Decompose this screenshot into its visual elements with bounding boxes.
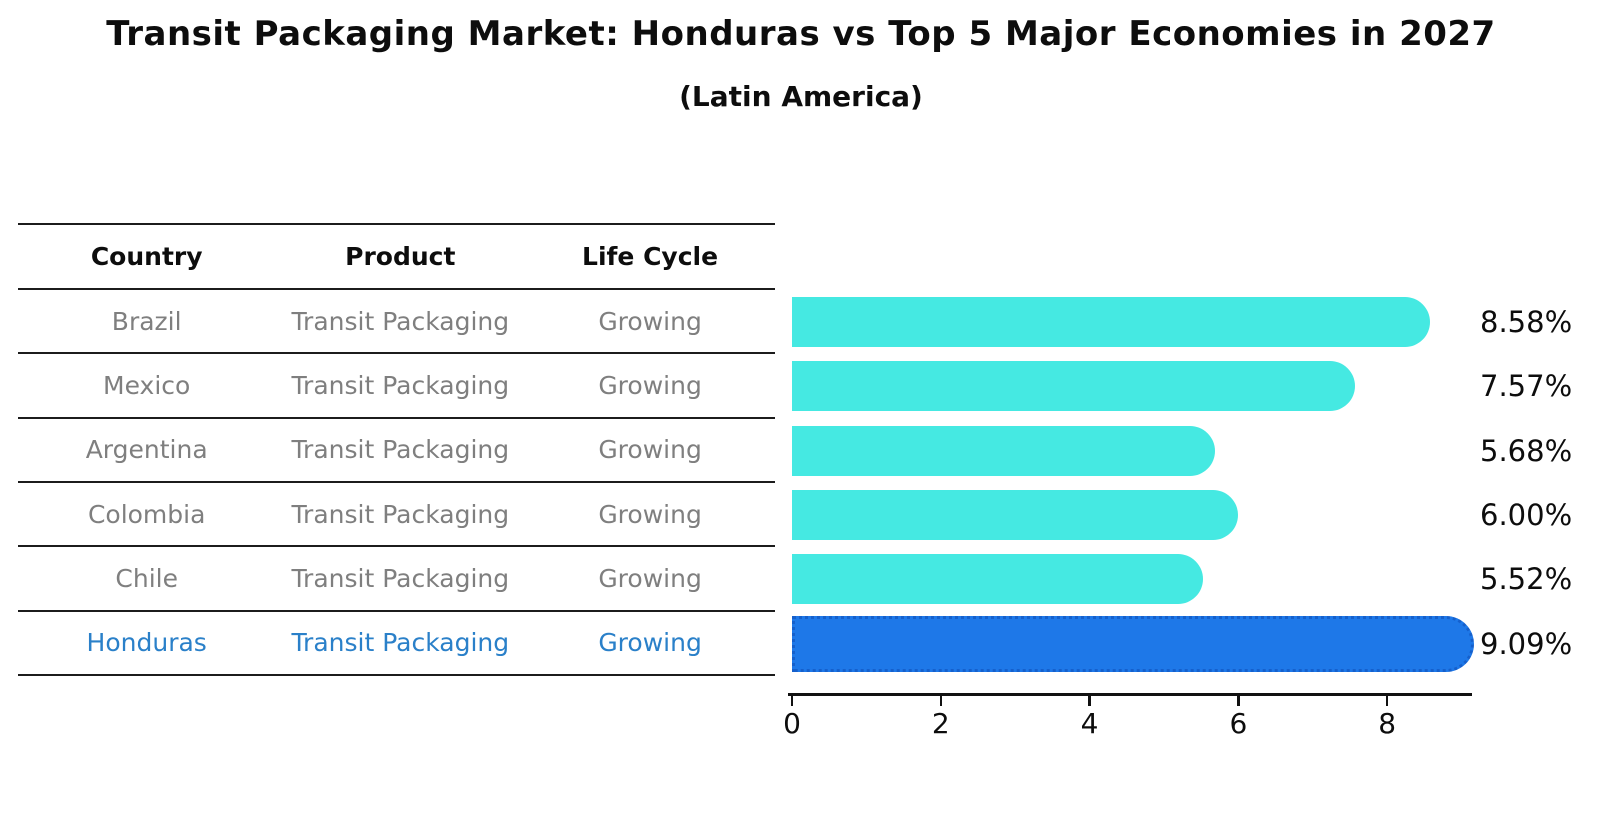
- bar: [792, 615, 1475, 672]
- bar-value-label: 5.68%: [1480, 433, 1573, 468]
- bar: [792, 554, 1203, 605]
- table-cell-lifecycle: Growing: [598, 370, 702, 400]
- x-axis-line: [788, 693, 1472, 696]
- bar-chart: 8.58% 7.57% 5.68% 6.00% 5.52% 9.09%: [792, 290, 1602, 676]
- table-cell-lifecycle: Growing: [598, 306, 702, 336]
- x-axis-ticks: 0 2 4 6 8: [783, 693, 1472, 753]
- table-cell-country: Chile: [115, 563, 178, 593]
- country-table: Country Product Life Cycle Brazil Transi…: [18, 223, 775, 676]
- bar: [792, 297, 1431, 348]
- table-cell-country: Colombia: [87, 499, 206, 529]
- x-tick-mark: [1237, 696, 1240, 706]
- x-tick-label: 8: [1378, 707, 1397, 740]
- bar-value-label: 6.00%: [1480, 498, 1573, 533]
- table-cell-country: Honduras: [86, 628, 207, 658]
- bar: [792, 425, 1215, 476]
- table-row: Brazil Transit Packaging Growing: [18, 290, 775, 355]
- table-cell-product: Transit Packaging: [291, 435, 510, 465]
- bar: [792, 361, 1356, 412]
- x-tick-label: 0: [783, 707, 801, 740]
- table-header-country: Country: [90, 242, 203, 271]
- bar-row: 5.52%: [792, 547, 1602, 611]
- bar-value-label: 8.58%: [1480, 305, 1573, 340]
- table-body: Brazil Transit Packaging Growing Mexico …: [18, 290, 775, 676]
- x-tick-mark: [1385, 696, 1389, 706]
- chart-subtitle: (Latin America): [679, 80, 923, 113]
- table-cell-country: Mexico: [103, 370, 191, 400]
- bar: [792, 490, 1239, 541]
- x-tick-mark: [939, 696, 943, 706]
- x-tick-label: 4: [1080, 707, 1099, 740]
- table-cell-lifecycle: Growing: [598, 499, 702, 529]
- table-header-row: Country Product Life Cycle: [18, 223, 775, 290]
- table-cell-product: Transit Packaging: [291, 370, 510, 400]
- table-cell-lifecycle: Growing: [598, 563, 702, 593]
- bar-value-label: 9.09%: [1480, 626, 1573, 661]
- table-cell-product: Transit Packaging: [291, 499, 510, 529]
- table-header-product: Product: [345, 242, 456, 271]
- x-tick-label: 2: [931, 707, 950, 740]
- x-tick-label: 6: [1229, 707, 1248, 740]
- table-cell-lifecycle: Growing: [598, 628, 702, 658]
- table-cell-lifecycle: Growing: [598, 435, 702, 465]
- table-cell-product: Transit Packaging: [291, 306, 510, 336]
- table-row: Argentina Transit Packaging Growing: [18, 419, 775, 483]
- bar-value-label: 5.52%: [1480, 562, 1573, 597]
- table-row: Mexico Transit Packaging Growing: [18, 354, 775, 419]
- bar-row: 9.09%: [792, 612, 1602, 676]
- bar-row: 8.58%: [792, 290, 1602, 354]
- table-cell-country: Brazil: [111, 306, 182, 336]
- table-header-lifecycle: Life Cycle: [582, 242, 719, 271]
- bar-row: 6.00%: [792, 483, 1602, 547]
- table-row: Colombia Transit Packaging Growing: [18, 483, 775, 548]
- table-cell-product: Transit Packaging: [291, 563, 510, 593]
- table-row: Chile Transit Packaging Growing: [18, 547, 775, 612]
- x-tick-mark: [790, 696, 794, 706]
- bar-value-label: 7.57%: [1480, 369, 1573, 404]
- table-cell-product: Transit Packaging: [291, 628, 510, 658]
- x-tick-mark: [1088, 696, 1091, 706]
- chart-title: Transit Packaging Market: Honduras vs To…: [106, 14, 1496, 54]
- table-cell-country: Argentina: [85, 435, 208, 465]
- table-row: Honduras Transit Packaging Growing: [18, 612, 775, 676]
- bar-row: 5.68%: [792, 419, 1602, 483]
- bar-row: 7.57%: [792, 354, 1602, 418]
